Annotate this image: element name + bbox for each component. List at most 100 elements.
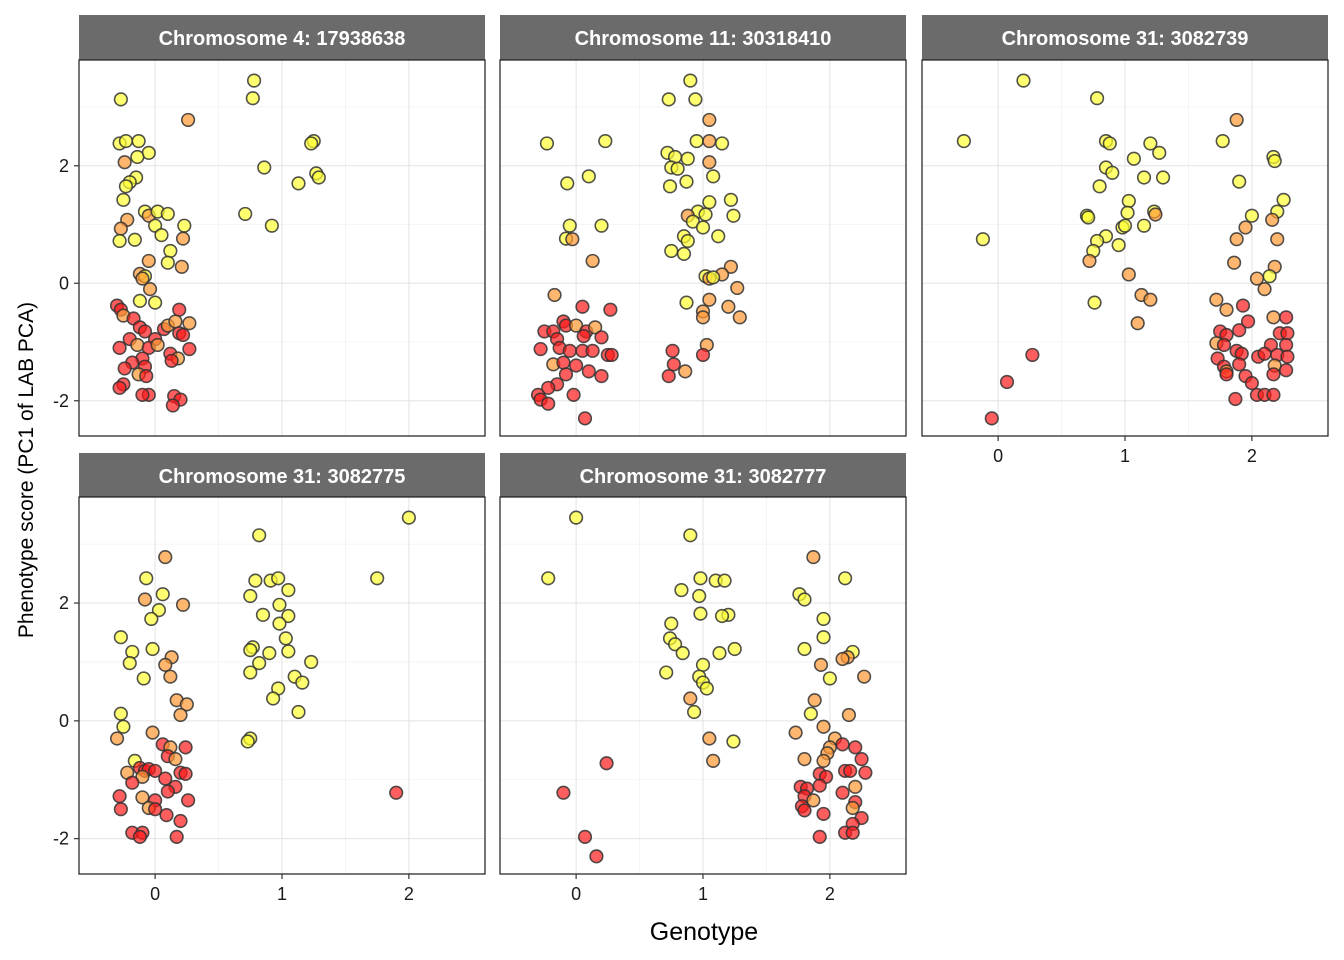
- data-point: [1249, 271, 1265, 286]
- data-point: [692, 588, 707, 604]
- data-point: [1232, 174, 1247, 189]
- data-point: [569, 510, 584, 525]
- data-point: [588, 320, 603, 335]
- data-point: [816, 806, 831, 822]
- facet-strip: [500, 453, 906, 497]
- data-point: [1280, 326, 1295, 341]
- data-point: [1130, 316, 1145, 331]
- data-point: [295, 675, 310, 690]
- data-point: [145, 641, 160, 657]
- x-tick-label: 1: [277, 884, 287, 904]
- x-tick-label: 0: [571, 884, 581, 904]
- data-point: [264, 218, 279, 233]
- data-point: [1087, 295, 1102, 310]
- data-point: [1257, 282, 1272, 297]
- data-point: [175, 597, 191, 612]
- data-point: [816, 753, 831, 769]
- y-tick-label: -2: [53, 829, 69, 849]
- data-point: [1267, 153, 1282, 169]
- data-point: [178, 766, 193, 781]
- data-point: [813, 657, 829, 672]
- data-point: [541, 396, 556, 411]
- data-point: [695, 220, 711, 235]
- data-point: [575, 299, 590, 314]
- data-point: [173, 813, 188, 829]
- facet-strip: [79, 453, 485, 497]
- data-point: [797, 803, 812, 818]
- data-point: [1235, 298, 1251, 313]
- data-point: [130, 149, 145, 165]
- data-point: [717, 573, 732, 588]
- data-point: [240, 734, 255, 749]
- data-point: [125, 775, 140, 790]
- facet-title: Chromosome 31: 3082777: [580, 466, 827, 488]
- data-point: [1279, 310, 1294, 325]
- data-point: [702, 731, 717, 746]
- data-point: [1216, 337, 1232, 353]
- facet-strip: [922, 15, 1328, 60]
- x-tick-label: 2: [825, 884, 835, 904]
- data-point: [822, 671, 837, 686]
- data-point: [706, 169, 721, 184]
- data-point: [1016, 73, 1031, 88]
- x-tick-label: 0: [993, 446, 1003, 466]
- data-point: [291, 704, 306, 720]
- data-point: [661, 92, 676, 107]
- data-point: [291, 176, 306, 191]
- data-point: [116, 719, 131, 734]
- data-point: [1081, 210, 1096, 225]
- data-point: [179, 697, 194, 712]
- data-point: [151, 602, 167, 618]
- data-point: [664, 616, 679, 631]
- data-point: [117, 361, 132, 376]
- data-point: [257, 160, 272, 175]
- data-point: [271, 571, 286, 586]
- y-tick-label: 0: [59, 711, 69, 731]
- data-point: [1148, 207, 1163, 222]
- data-point: [581, 364, 596, 379]
- data-point: [1111, 237, 1126, 253]
- data-point: [181, 793, 196, 808]
- data-point: [1270, 232, 1285, 247]
- data-point: [135, 271, 150, 286]
- data-point: [816, 719, 831, 734]
- panel-border: [499, 59, 907, 437]
- data-point: [163, 243, 178, 259]
- panel-border: [78, 59, 486, 437]
- data-point: [158, 771, 173, 786]
- data-point: [1082, 253, 1097, 269]
- data-point: [999, 374, 1015, 390]
- data-point: [1229, 112, 1244, 128]
- data-point: [178, 740, 193, 755]
- data-point: [160, 784, 175, 799]
- data-point: [113, 802, 128, 817]
- data-point: [539, 136, 555, 151]
- data-point: [547, 287, 562, 303]
- data-point: [666, 357, 681, 372]
- data-point: [172, 302, 187, 317]
- data-point: [562, 343, 577, 358]
- facet-panel: Chromosome 31: 3082739 0 1 2: [921, 15, 1329, 466]
- data-point: [603, 302, 618, 317]
- data-point: [122, 656, 137, 671]
- data-point: [674, 582, 689, 598]
- x-tick-label: 2: [1247, 446, 1257, 466]
- data-point: [272, 597, 287, 612]
- data-point: [566, 387, 581, 402]
- data-point: [706, 753, 721, 769]
- facet-panels: Chromosome 4: 17938638 -2 0 2 Chromosome 11:…: [53, 15, 1329, 904]
- data-point: [1121, 267, 1136, 282]
- data-point: [727, 641, 742, 657]
- data-point: [370, 571, 385, 586]
- data-point: [1025, 347, 1040, 363]
- data-point: [1262, 269, 1277, 284]
- data-point: [182, 341, 197, 357]
- y-tick-label: -2: [53, 391, 69, 411]
- data-point: [281, 644, 296, 659]
- data-point: [1279, 363, 1294, 378]
- data-point: [175, 327, 191, 343]
- data-point: [797, 592, 812, 607]
- data-point: [1155, 170, 1171, 185]
- data-point: [560, 176, 575, 191]
